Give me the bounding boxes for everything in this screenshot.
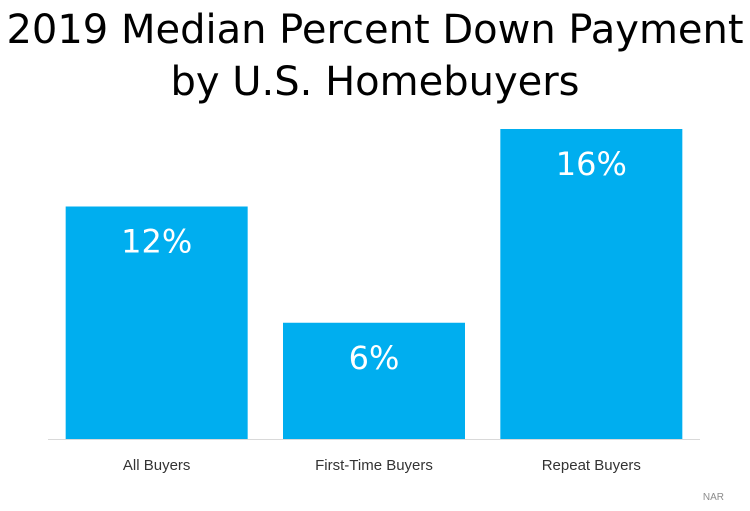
bar-data-label-2: 6%: [349, 339, 400, 377]
source-note: NAR: [702, 492, 724, 503]
bar-3: [500, 129, 683, 439]
bar-1: [65, 206, 248, 439]
x-tick-label-1: All Buyers: [123, 457, 191, 474]
bar-2: [283, 322, 465, 439]
chart-title-line-2: by U.S. Homebuyers: [170, 59, 580, 105]
chart-title: 2019 Median Percent Down Payment by U.S.…: [0, 4, 750, 108]
bar-data-label-1: 12%: [121, 223, 192, 261]
chart-title-line-1: 2019 Median Percent Down Payment: [6, 7, 744, 53]
bar-data-label-3: 16%: [556, 145, 627, 183]
x-tick-label-3: Repeat Buyers: [542, 457, 641, 474]
x-tick-label-2: First-Time Buyers: [315, 457, 433, 474]
